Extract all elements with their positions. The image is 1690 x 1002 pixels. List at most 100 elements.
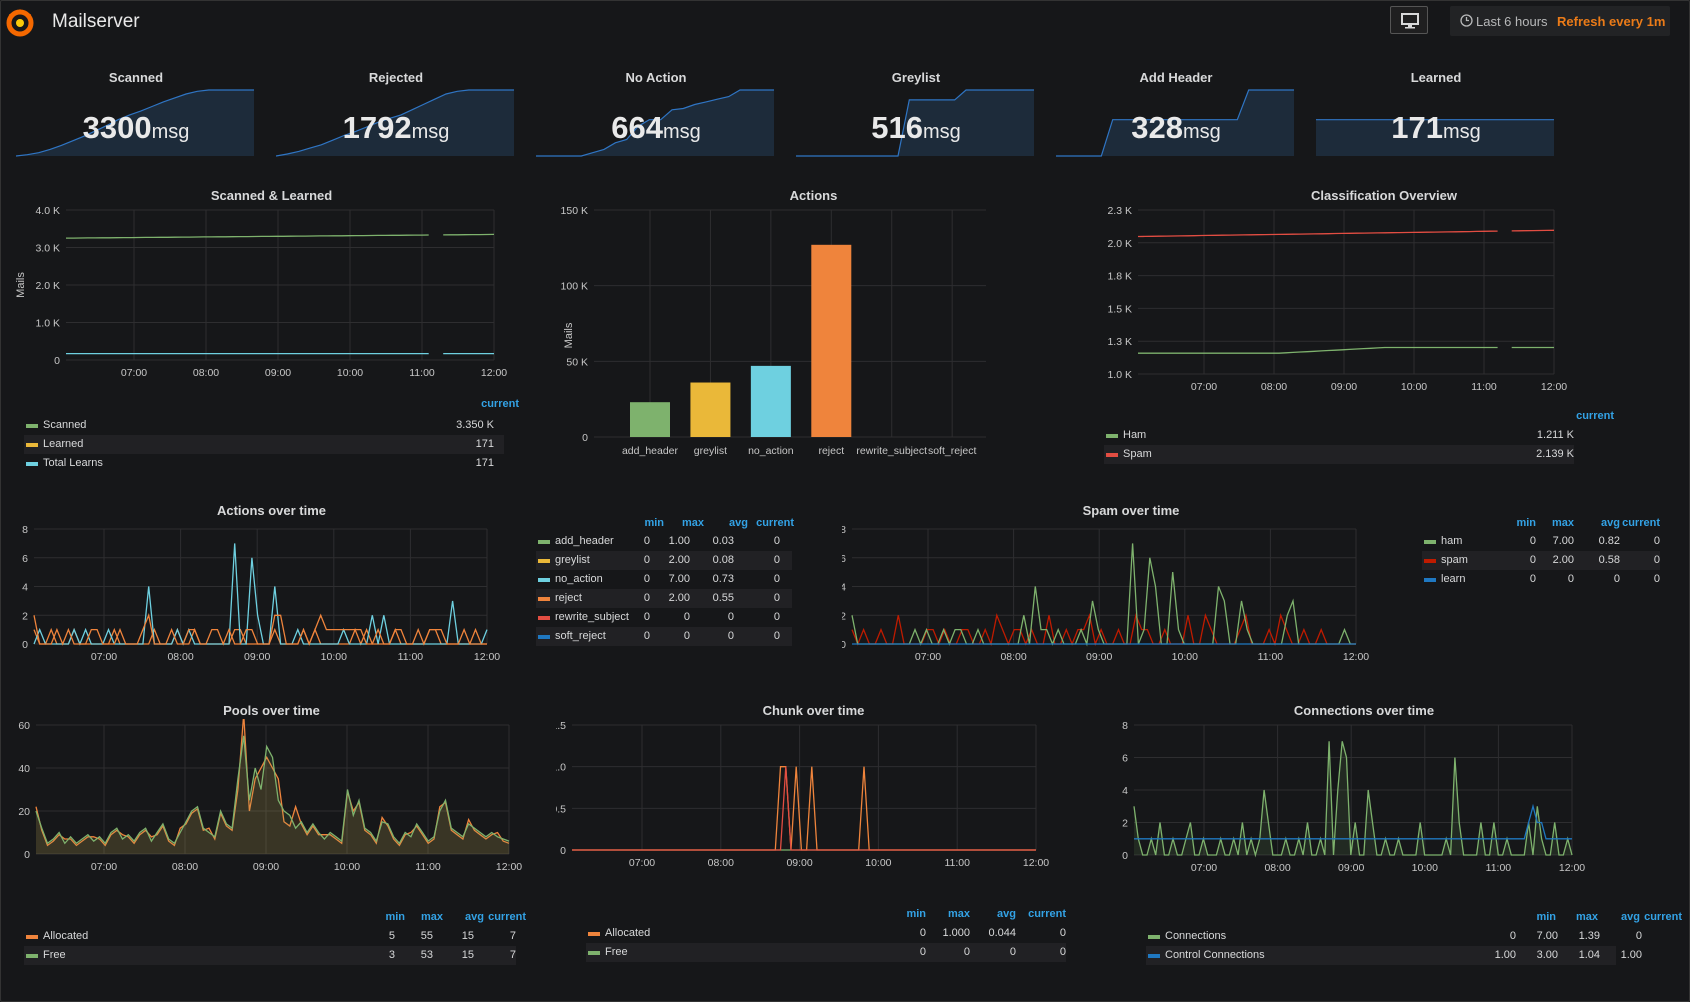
panel-connections-over-time: Connections over time 8 6 4 2 0 07:00 08:00 09:… (1094, 695, 1682, 995)
series-color-swatch (1148, 954, 1160, 958)
dashboard-title[interactable]: Mailserver (52, 11, 140, 32)
legend-row[interactable]: Total Learns 171 (24, 454, 504, 473)
x-tick-label: 11:00 (944, 857, 970, 869)
pools-over-time-graph[interactable]: 60 40 20 0 07:00 08:00 09:00 10:00 11:00 12:00 (14, 719, 544, 914)
actions-over-time-graph[interactable]: 8 6 4 2 0 07:00 08:00 09:00 10:00 11:00 12:00 (14, 519, 534, 679)
grafana-logo-icon[interactable] (4, 6, 36, 38)
legend-row[interactable]: Ham 1.211 K (1104, 426, 1574, 445)
legend-header-max: max (947, 908, 970, 920)
y-tick-label: 2 (22, 610, 28, 622)
stat-number: 516 (871, 110, 923, 145)
x-tick-label: greylist (694, 445, 727, 457)
tv-mode-button[interactable] (1390, 6, 1428, 34)
legend-row[interactable]: Free 0 0 0 0 (586, 943, 1066, 962)
legend-series-name: Allocated (43, 930, 89, 942)
y-tick-label: 1.0 K (35, 318, 60, 330)
legend-value-current: 171 (475, 438, 494, 450)
series-color-swatch (588, 951, 600, 955)
stat-panel-no-action[interactable]: No Action 664msg (536, 68, 776, 160)
panel-pools-over-time: Pools over time 60 40 20 0 07:00 08:00 09:00 10… (14, 695, 544, 995)
legend-row[interactable]: Scanned 3.350 K (24, 416, 504, 435)
series-color-swatch (1424, 578, 1436, 582)
stat-unit: msg (662, 121, 701, 143)
x-tick-label: 11:00 (409, 367, 435, 379)
classification-graph[interactable]: 2.3 K 2.0 K 1.8 K 1.5 K 1.3 K 1.0 K 07:00 08:00… (1094, 204, 1674, 429)
sparkline (1056, 89, 1294, 157)
x-tick-label: 08:00 (172, 861, 198, 873)
legend-header-current: current (1622, 517, 1660, 529)
stat-panel-scanned[interactable]: Scanned 3300msg (16, 68, 256, 160)
y-tick-label: 150 K (561, 205, 588, 217)
series-color-swatch (1106, 453, 1118, 457)
bar-greylist (690, 382, 731, 437)
legend-value-min: 1.00 (1494, 949, 1516, 961)
legend-value-current: 0 (1059, 946, 1066, 958)
legend-value-avg: 0 (727, 611, 734, 623)
sparkline (276, 89, 514, 157)
legend-row[interactable]: Connections 0 7.00 1.39 0 (1146, 927, 1642, 946)
monitor-icon (1401, 13, 1419, 29)
stat-value: 171msg (1316, 110, 1556, 146)
legend-row[interactable]: Control Connections 1.00 3.00 1.04 1.00 (1146, 946, 1642, 965)
panel-title: Actions (789, 188, 838, 203)
legend-row[interactable]: reject 0 2.00 0.55 0 (536, 589, 792, 608)
x-tick-label: 11:00 (415, 861, 441, 873)
actions-bar-chart[interactable]: 150 K 100 K 50 K 0 Mails add_header greylist no… (556, 204, 1071, 474)
legend-value-avg: 0.82 (1598, 535, 1620, 547)
stat-number: 664 (611, 110, 663, 145)
time-picker[interactable]: Last 6 hours Refresh every 1m (1450, 6, 1670, 36)
series-color-swatch (1148, 935, 1160, 939)
sparkline-area (536, 90, 774, 156)
legend-row[interactable]: Allocated 0 1.000 0.044 0 (586, 924, 1066, 943)
legend-row[interactable]: add_header 0 1.00 0.03 0 (536, 532, 792, 551)
legend-series-name: Free (43, 949, 66, 961)
stat-panel-add-header[interactable]: Add Header 328msg (1056, 68, 1296, 160)
legend-value-current: 0 (773, 630, 780, 642)
legend-series-name: greylist (555, 554, 590, 566)
legend-series-name: Spam (1123, 448, 1152, 460)
legend-value-avg: 0.73 (712, 573, 734, 585)
legend-value-min: 0 (643, 592, 650, 604)
legend-row[interactable]: spam 0 2.00 0.58 0 (1422, 551, 1660, 570)
y-tick-label: 0 (54, 355, 60, 367)
chunk-over-time-graph[interactable]: 1.5 1.0 0.5 0 07:00 08:00 09:00 10:00 11:00 12:00 (556, 719, 1096, 909)
connections-over-time-graph[interactable]: 8 6 4 2 0 07:00 08:00 09:00 10:00 11:00 12:00 (1094, 719, 1674, 914)
x-tick-label: 11:00 (1471, 381, 1497, 393)
legend-row[interactable]: Spam 2.139 K (1104, 445, 1574, 464)
y-tick-label: 1.5 K (1107, 303, 1132, 315)
x-tick-label: no_action (748, 445, 794, 457)
stat-unit: msg (922, 121, 961, 143)
legend-value-min: 0 (643, 630, 650, 642)
legend-value-min: 0 (643, 554, 650, 566)
legend-row[interactable]: Free 3 53 15 7 (24, 946, 516, 965)
legend-value-current: 3.350 K (456, 419, 494, 431)
legend-row[interactable]: no_action 0 7.00 0.73 0 (536, 570, 792, 589)
legend-series-name: Free (605, 946, 628, 958)
stat-panel-rejected[interactable]: Rejected 1792msg (276, 68, 516, 160)
legend-row[interactable]: learn 0 0 0 0 (1422, 570, 1660, 589)
y-tick-label: 0 (1122, 850, 1128, 862)
scanned-learned-graph[interactable]: 4.0 K 3.0 K 2.0 K 1.0 K 0 07:00 08:00 09:00 10:0… (14, 204, 529, 424)
y-tick-label: 4 (842, 582, 846, 594)
x-tick-label: 12:00 (1559, 862, 1585, 874)
legend-header-min: min (906, 908, 926, 920)
stat-panel-greylist[interactable]: Greylist 516msg (796, 68, 1036, 160)
panel-title: Pools over time (223, 703, 320, 718)
legend-row[interactable]: Allocated 5 55 15 7 (24, 927, 516, 946)
legend-value-max: 55 (420, 930, 433, 942)
y-tick-label: 4.0 K (35, 205, 60, 217)
panel-actions-over-time: Actions over time 8 6 4 2 0 07:00 08:00 09:00 10… (14, 495, 814, 675)
legend-row[interactable]: rewrite_subject 0 0 0 0 (536, 608, 792, 627)
y-tick-label: 100 K (561, 281, 588, 293)
legend-value-avg: 1.04 (1578, 949, 1600, 961)
legend-row[interactable]: ham 0 7.00 0.82 0 (1422, 532, 1660, 551)
legend-row[interactable]: Learned 171 (24, 435, 504, 454)
x-tick-label: 08:00 (708, 857, 734, 869)
legend-value-avg: 15 (461, 949, 474, 961)
legend-row[interactable]: greylist 0 2.00 0.08 0 (536, 551, 792, 570)
stat-panel-learned[interactable]: Learned 171msg (1316, 68, 1556, 160)
refresh-interval[interactable]: Refresh every 1m (1557, 14, 1666, 29)
legend-header-current: current (1028, 908, 1066, 920)
legend-row[interactable]: soft_reject 0 0 0 0 (536, 627, 792, 646)
spam-over-time-graph[interactable]: 8 6 4 2 0 07:00 08:00 09:00 10:00 11:00 12:00 (842, 519, 1422, 679)
